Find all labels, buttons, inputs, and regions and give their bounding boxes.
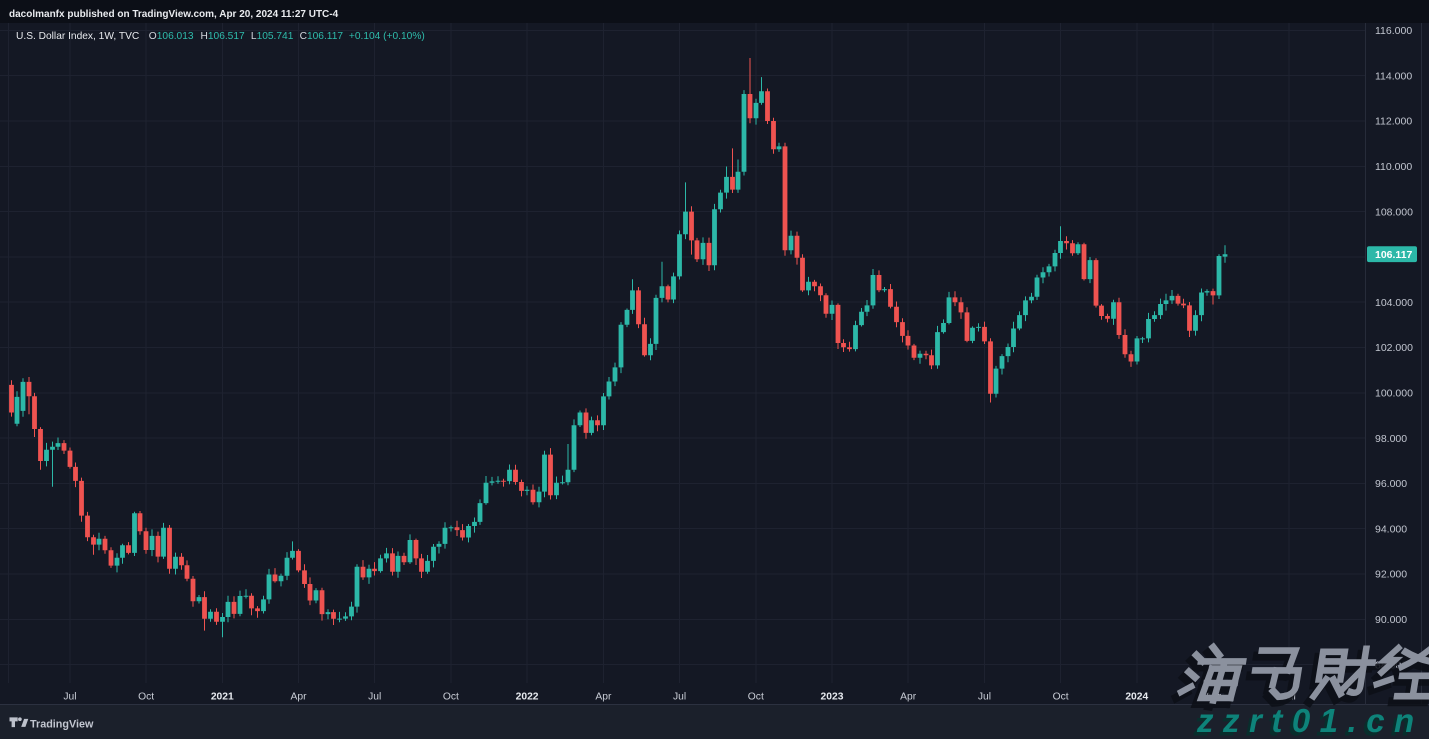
- svg-text:2021: 2021: [211, 692, 234, 703]
- svg-text:112.000: 112.000: [1375, 116, 1412, 128]
- svg-text:108.000: 108.000: [1375, 206, 1413, 218]
- svg-text:+0.104 (+0.10%): +0.104 (+0.10%): [349, 31, 425, 42]
- svg-text:114.000: 114.000: [1375, 70, 1412, 82]
- svg-text:Apr: Apr: [900, 692, 917, 703]
- svg-text:Apr: Apr: [290, 692, 307, 703]
- svg-text:Oct: Oct: [138, 692, 154, 703]
- svg-text:U.S. Dollar Index, 1W, TVC: U.S. Dollar Index, 1W, TVC: [16, 31, 139, 42]
- svg-text:TradingView: TradingView: [30, 719, 94, 731]
- svg-text:2023: 2023: [821, 692, 844, 703]
- svg-text:Jul: Jul: [978, 692, 991, 703]
- svg-text:92.000: 92.000: [1375, 569, 1407, 581]
- svg-text:Oct: Oct: [443, 692, 459, 703]
- svg-text:96.000: 96.000: [1375, 478, 1407, 490]
- svg-text:Jul: Jul: [673, 692, 686, 703]
- svg-text:106.117: 106.117: [1375, 249, 1413, 261]
- svg-text:2022: 2022: [516, 692, 539, 703]
- svg-text:94.000: 94.000: [1375, 523, 1407, 535]
- svg-text:Oct: Oct: [748, 692, 764, 703]
- svg-text:Jul: Jul: [63, 692, 76, 703]
- svg-text:zzrt01.cn: zzrt01.cn: [1196, 702, 1424, 739]
- svg-text:Oct: Oct: [1053, 692, 1069, 703]
- svg-text:98.000: 98.000: [1375, 433, 1407, 445]
- svg-text:dacolmanfx published on Tradin: dacolmanfx published on TradingView.com,…: [9, 9, 339, 20]
- svg-text:100.000: 100.000: [1375, 388, 1413, 400]
- svg-text:Apr: Apr: [595, 692, 612, 703]
- svg-text:L105.741: L105.741: [251, 31, 294, 42]
- svg-text:2024: 2024: [1125, 692, 1148, 703]
- svg-text:H106.517: H106.517: [201, 31, 246, 42]
- svg-text:zzrt01.cn: zzrt01.cn: [1193, 706, 1421, 739]
- svg-text:90.000: 90.000: [1375, 614, 1407, 626]
- svg-text:O106.013: O106.013: [149, 31, 194, 42]
- svg-text:Jul: Jul: [368, 692, 381, 703]
- svg-text:102.000: 102.000: [1375, 342, 1413, 354]
- svg-text:110.000: 110.000: [1375, 161, 1412, 173]
- svg-text:C106.117: C106.117: [300, 31, 344, 42]
- svg-text:104.000: 104.000: [1375, 297, 1413, 309]
- svg-text:116.000: 116.000: [1375, 25, 1412, 37]
